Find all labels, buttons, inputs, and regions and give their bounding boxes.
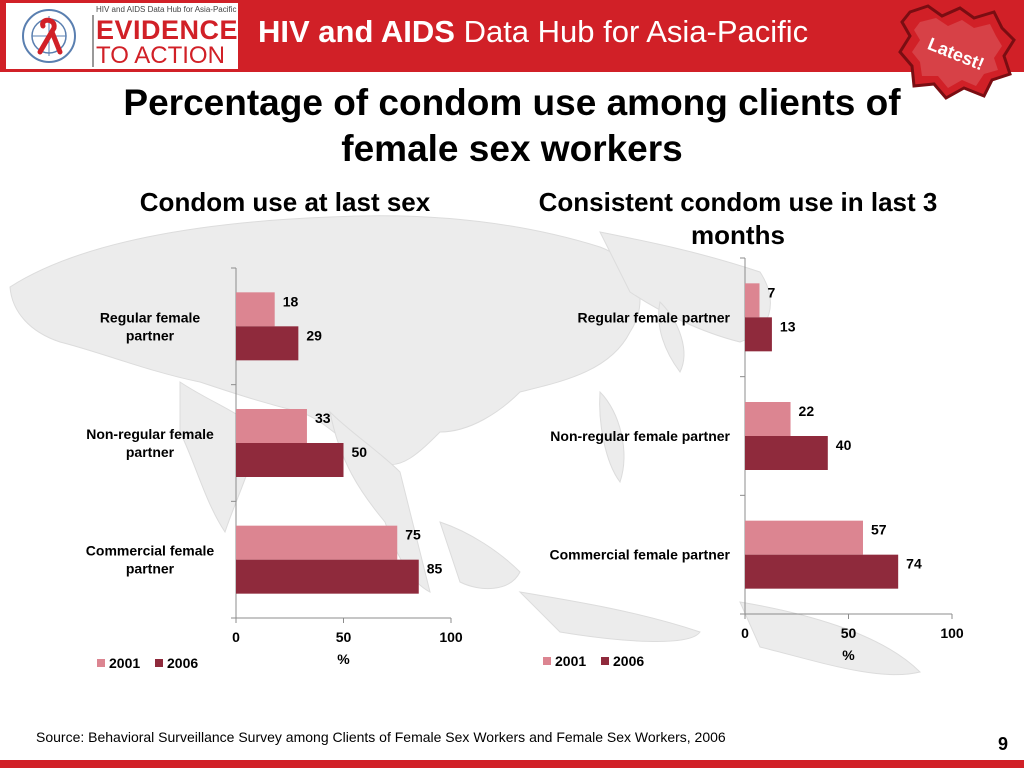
legend-swatch-2006 [155, 659, 163, 667]
x-tick-label: 100 [940, 625, 964, 641]
logo-tagline: HIV and AIDS Data Hub for Asia-Pacific [96, 5, 237, 14]
bar-2006 [236, 559, 419, 594]
bar-2006 [236, 326, 299, 361]
data-label-2001: 7 [767, 284, 775, 300]
category-label: partner [126, 327, 175, 343]
data-label-2001: 18 [283, 293, 299, 309]
category-label: Commercial female [86, 543, 215, 559]
bar-2006 [745, 554, 899, 589]
legend-label-2006: 2006 [613, 653, 644, 669]
page-number: 9 [998, 734, 1009, 754]
bar-2006 [745, 436, 828, 470]
bar-2001 [745, 402, 791, 436]
data-label-2001: 57 [871, 522, 887, 538]
category-label: Regular female [100, 309, 201, 325]
x-axis-label: % [842, 647, 855, 663]
legend-label-2006: 2006 [167, 655, 198, 671]
latest-badge-star [898, 4, 1016, 100]
category-label: partner [126, 444, 175, 460]
bar-2001 [236, 409, 307, 443]
latest-badge[interactable]: Latest! [898, 4, 1018, 100]
bar-2006 [236, 443, 344, 477]
x-tick-label: 0 [741, 625, 749, 641]
data-label-2006: 40 [836, 437, 852, 453]
bar-2001 [745, 283, 760, 318]
x-axis-label: % [337, 651, 350, 667]
legend-label-2001: 2001 [109, 655, 140, 671]
main-title: Percentage of condom use among clients o… [123, 82, 901, 169]
logo-line1: EVIDENCE [96, 15, 239, 45]
source-note: Source: Behavioral Surveillance Survey a… [36, 729, 726, 745]
legend-label-2001: 2001 [555, 653, 586, 669]
bar-2001 [236, 525, 398, 560]
data-label-2006: 50 [352, 444, 368, 460]
bar-2001 [745, 520, 863, 555]
data-label-2001: 75 [405, 527, 421, 543]
legend-swatch-2001 [97, 659, 105, 667]
legend-swatch-2006 [601, 657, 609, 665]
category-label: partner [126, 561, 175, 577]
logo-divider [92, 15, 94, 67]
legend-swatch-2001 [543, 657, 551, 665]
chart1-title: Condom use at last sex [139, 187, 431, 217]
x-tick-label: 50 [841, 625, 857, 641]
bar-2006 [745, 317, 772, 352]
hub-title-bold: HIV and AIDS [258, 14, 455, 49]
category-label: Commercial female partner [549, 547, 730, 563]
bar-2001 [236, 292, 275, 327]
category-label: Non-regular female partner [550, 428, 730, 444]
x-tick-label: 0 [232, 629, 240, 645]
data-label-2006: 13 [780, 318, 796, 334]
data-label-2006: 29 [306, 327, 322, 343]
background-map [9, 215, 921, 676]
evidence-to-action-logo: HIV and AIDS Data Hub for Asia-Pacific E… [6, 3, 238, 69]
bottom-bar [0, 760, 1024, 768]
header-bar: HIV and AIDS Data Hub for Asia-Pacific E… [0, 0, 1024, 72]
category-label: Regular female partner [578, 309, 731, 325]
data-label-2001: 33 [315, 410, 331, 426]
data-label-2001: 22 [799, 403, 815, 419]
x-tick-label: 100 [439, 629, 463, 645]
hub-title-rest: Data Hub for Asia-Pacific [463, 14, 809, 49]
data-label-2006: 74 [906, 556, 922, 572]
un-emblem-icon [22, 9, 76, 63]
hub-title: HIV and AIDS Data Hub for Asia-Pacific [258, 14, 808, 50]
logo-line2: TO ACTION [96, 42, 225, 69]
chart2-title: Consistent condom use in last 3 months [538, 187, 938, 250]
category-label: Non-regular female [86, 426, 214, 442]
x-tick-label: 50 [336, 629, 352, 645]
data-label-2006: 85 [427, 561, 443, 577]
